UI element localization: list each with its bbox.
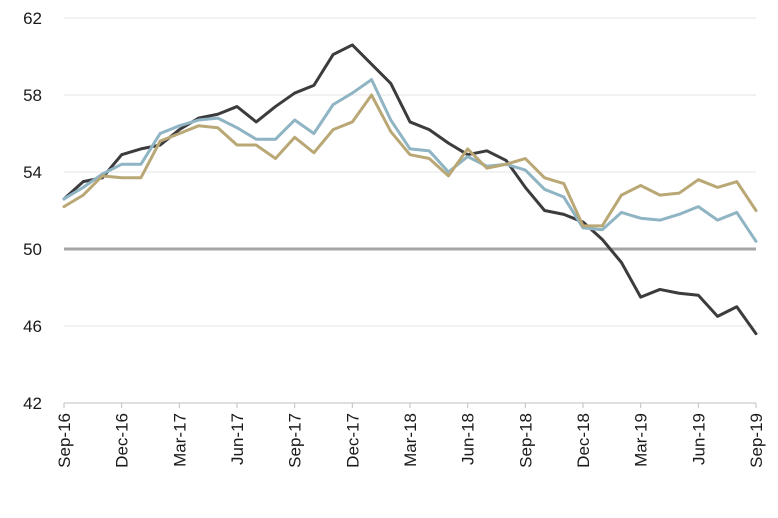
x-tick-label: Mar-18 [401, 413, 420, 467]
x-tick-label: Sep-17 [286, 413, 305, 468]
x-tick-label: Sep-19 [747, 413, 766, 468]
y-tick-label: 58 [23, 86, 42, 105]
x-tick-label: Dec-18 [574, 413, 593, 468]
x-tick-label: Sep-18 [516, 413, 535, 468]
y-tick-labels: 42 46 50 54 58 62 [23, 9, 42, 413]
y-tick-label: 50 [23, 240, 42, 259]
y-tick-label: 54 [23, 163, 42, 182]
x-tick-label: Jun-19 [689, 413, 708, 465]
x-tick-label: Mar-17 [170, 413, 189, 467]
series-line-2 [62, 78, 758, 243]
y-tick-label: 42 [23, 394, 42, 413]
series-line-1 [62, 43, 758, 336]
series-lines [62, 43, 758, 336]
x-tick-labels: Sep-16 Dec-16 Mar-17 Jun-17 Sep-17 Dec-17 Mar-… [55, 413, 766, 468]
gridlines [64, 17, 756, 327]
x-tick-label: Mar-19 [632, 413, 651, 467]
series-line-3 [62, 93, 758, 228]
x-tick-label: Dec-16 [113, 413, 132, 468]
y-tick-label: 62 [23, 9, 42, 28]
x-tick-label: Jun-18 [459, 413, 478, 465]
x-tick-label: Dec-17 [343, 413, 362, 468]
y-tick-label: 46 [23, 317, 42, 336]
x-tick-label: Sep-16 [55, 413, 74, 468]
x-axis [63, 402, 757, 408]
x-tick-label: Jun-17 [228, 413, 247, 465]
